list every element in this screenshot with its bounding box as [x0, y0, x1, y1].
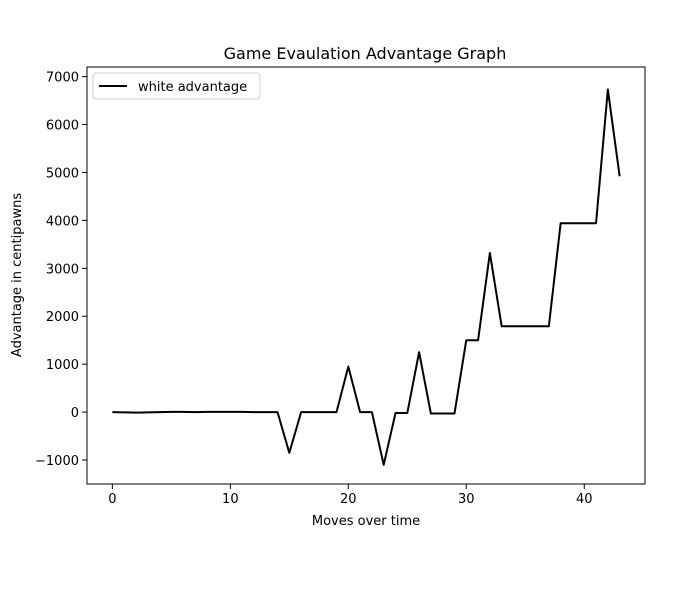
y-tick-label: 7000: [46, 71, 79, 86]
x-tick-label: 0: [108, 492, 116, 507]
y-tick-label: 6000: [46, 119, 79, 134]
x-axis: 0 10 20 30 40: [108, 484, 593, 507]
y-tick-label: 0: [71, 406, 79, 421]
y-axis: −1000 0 1000 2000 3000 4000 5000 6000 7000: [35, 71, 87, 469]
legend: white advantage: [92, 72, 261, 100]
y-tick-label: 4000: [46, 214, 79, 229]
y-axis-label: Advantage in centipawns: [10, 193, 25, 357]
series-line-0: [112, 88, 621, 466]
y-tick-label: 2000: [46, 310, 79, 325]
y-tick-label: 1000: [46, 358, 79, 373]
y-tick-label: 5000: [46, 166, 79, 181]
plot-area: [112, 88, 621, 466]
legend-label: white advantage: [138, 80, 247, 95]
legend-box: [92, 72, 261, 100]
y-tick-label: −1000: [35, 454, 79, 469]
y-tick-label: 3000: [46, 262, 79, 277]
x-tick-label: 20: [340, 492, 357, 507]
x-axis-label: Moves over time: [312, 514, 420, 529]
chart-title: Game Evaulation Advantage Graph: [224, 44, 507, 63]
x-tick-label: 10: [222, 492, 239, 507]
x-tick-label: 40: [576, 492, 593, 507]
plot-frame: [86, 66, 646, 485]
x-tick-label: 30: [458, 492, 475, 507]
